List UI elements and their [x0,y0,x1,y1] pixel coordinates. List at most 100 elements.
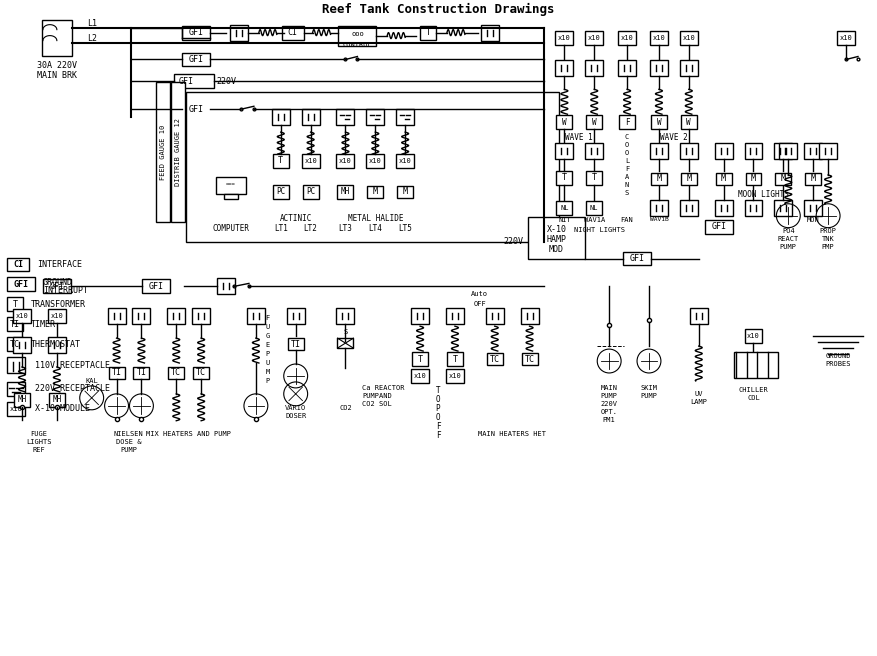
Bar [7,337,23,351]
Bar [680,31,698,45]
Bar [273,154,289,168]
Text: ooo: ooo [351,31,364,37]
Bar [338,338,353,348]
Text: U: U [266,324,270,330]
Bar [171,83,185,222]
Text: PC: PC [276,188,285,196]
Bar [555,60,574,76]
Bar [587,171,602,185]
Text: PROBES: PROBES [825,361,851,367]
Bar [446,308,464,324]
Text: LT4: LT4 [368,224,382,233]
Text: x10: x10 [448,373,461,379]
Text: TI: TI [10,319,20,329]
Text: COL: COL [747,395,759,401]
Text: DOSE &: DOSE & [116,439,141,445]
Bar [337,308,354,324]
Bar [420,26,436,39]
Bar [650,143,668,159]
Text: 220V: 220V [216,77,236,86]
Text: CONTROL: CONTROL [343,41,372,48]
Text: 220V RECEPTACLE: 220V RECEPTACLE [35,384,110,394]
Bar [186,92,560,241]
Text: CO2 SOL: CO2 SOL [362,401,392,407]
Text: x10: x10 [747,333,759,339]
Text: PUMP: PUMP [120,447,137,453]
Text: x10: x10 [51,314,63,319]
Text: TC: TC [196,369,206,377]
Text: M: M [781,174,786,184]
Text: INTERFACE: INTERFACE [37,260,82,269]
Bar [715,200,732,216]
Text: x10: x10 [682,35,695,41]
Text: LAMP: LAMP [690,399,707,405]
Text: METAL HALIDE: METAL HALIDE [347,215,403,223]
Bar [555,143,574,159]
Text: ===: === [226,182,236,188]
Bar [680,60,698,76]
Bar [585,60,603,76]
Text: MH: MH [18,396,26,404]
Bar [745,173,761,185]
Bar [13,309,31,323]
Bar [14,393,30,407]
Text: T: T [12,300,18,309]
Bar [42,20,72,56]
Bar [367,186,383,198]
Text: TC: TC [524,354,535,363]
Bar [745,200,762,216]
Bar [681,173,696,185]
Text: NL: NL [590,205,598,211]
Bar [774,143,792,159]
Text: LT1: LT1 [274,224,288,233]
Text: WAV1A: WAV1A [583,216,605,223]
Text: OPT.: OPT. [601,409,617,415]
Text: CI: CI [288,28,297,37]
Text: NIGHT LIGHTS: NIGHT LIGHTS [574,227,624,233]
Bar [168,308,185,324]
Text: MAIN: MAIN [601,385,617,391]
Text: NIT: NIT [558,216,571,223]
Bar [339,26,376,45]
Text: M: M [373,188,378,196]
Text: U: U [266,360,270,366]
Text: NIELSEN: NIELSEN [114,431,143,437]
Bar [230,25,248,41]
Text: MIX HEATERS AND PUMP: MIX HEATERS AND PUMP [146,431,231,437]
Text: TNK: TNK [822,236,835,241]
Text: L2: L2 [87,34,96,43]
Bar [447,352,463,366]
Bar [396,110,414,125]
Bar [650,31,668,45]
Text: T: T [562,173,567,182]
Text: TI: TI [290,340,301,348]
Bar [780,143,797,159]
Bar [745,329,762,343]
Text: HAMP: HAMP [546,235,567,244]
Text: W: W [687,117,691,127]
Text: GROUND: GROUND [825,353,851,359]
Text: O: O [625,150,629,156]
Bar [182,52,210,66]
Text: T: T [417,354,423,363]
Bar [7,402,25,416]
Text: GFI: GFI [630,254,645,263]
Text: G: G [266,333,270,339]
Bar [680,200,698,216]
Text: PO4: PO4 [782,228,795,234]
Text: L1: L1 [87,19,96,28]
Text: CI: CI [13,260,23,269]
Text: DOSER: DOSER [285,413,306,419]
Bar [337,110,354,125]
Text: A: A [625,174,629,180]
Text: LT5: LT5 [398,224,412,233]
Bar [367,154,384,168]
Bar [272,110,289,125]
Text: T: T [278,157,283,165]
Bar [522,353,538,365]
Text: THERMOSTAT: THERMOSTAT [31,340,81,348]
Bar [528,216,585,258]
Text: E: E [266,342,270,348]
Bar [585,31,603,45]
Bar [819,143,837,159]
